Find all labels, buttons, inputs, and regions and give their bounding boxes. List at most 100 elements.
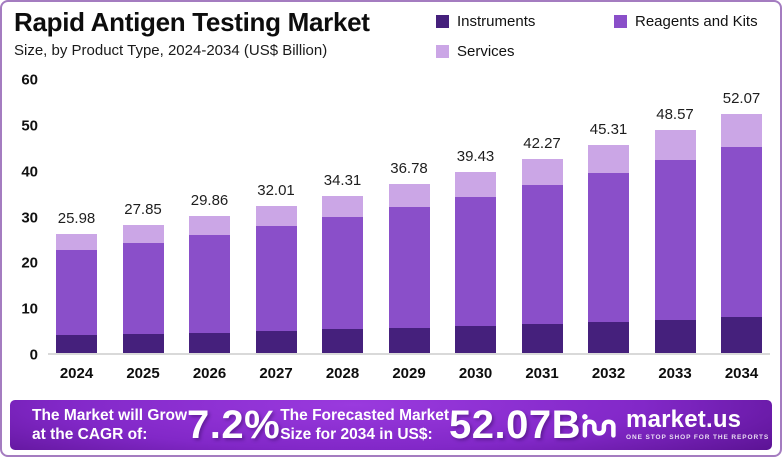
x-axis-label: 2025 bbox=[126, 365, 160, 382]
bar-segment-reagents-and-kits bbox=[322, 216, 363, 330]
bar-segment-reagents-and-kits bbox=[255, 226, 297, 331]
bar-segment-instruments bbox=[455, 325, 496, 353]
y-axis: 0 10 20 30 40 50 60 bbox=[0, 72, 44, 364]
bar-total-label: 39.43 bbox=[456, 148, 495, 166]
cagr-value: 7.2% bbox=[187, 402, 281, 447]
y-axis-label: 60 bbox=[21, 71, 38, 89]
bar-segment-services bbox=[388, 184, 430, 208]
brand-tagline: ONE STOP SHOP FOR THE REPORTS bbox=[626, 434, 770, 442]
bar-segment-reagents-and-kits bbox=[56, 249, 97, 336]
x-axis-label: 2024 bbox=[59, 365, 94, 382]
page-title: Rapid Antigen Testing Market bbox=[14, 7, 370, 37]
bar-stack bbox=[721, 114, 762, 353]
bar-stack bbox=[122, 225, 164, 353]
bar-segment-reagents-and-kits bbox=[654, 160, 696, 320]
bar-segment-reagents-and-kits bbox=[455, 196, 496, 326]
bar-total-label: 25.98 bbox=[57, 209, 96, 227]
header: Rapid Antigen Testing Market Size, by Pr… bbox=[14, 7, 370, 59]
cagr-caption-line2: at the CAGR of: bbox=[32, 426, 148, 443]
legend-item-instruments: Instruments bbox=[436, 13, 614, 30]
bar-stack bbox=[255, 206, 297, 353]
bar-column-2025: 27.85 2025 bbox=[122, 80, 164, 382]
bar-column-2032: 45.31 2032 bbox=[588, 80, 629, 382]
bar-total-label: 48.57 bbox=[656, 106, 694, 124]
legend-swatch-instruments-icon bbox=[436, 15, 449, 28]
bar-total-label: 27.85 bbox=[124, 201, 162, 219]
bar-segment-reagents-and-kits bbox=[521, 185, 563, 324]
bar-segment-instruments bbox=[255, 331, 297, 353]
legend-item-services: Services bbox=[436, 43, 614, 60]
bar-total-label: 32.01 bbox=[257, 182, 295, 200]
bar-total-label: 34.31 bbox=[323, 171, 362, 189]
cagr-banner: The Market will Grow at the CAGR of: 7.2… bbox=[10, 400, 772, 450]
legend-label: Reagents and Kits bbox=[635, 13, 758, 30]
x-axis-label: 2033 bbox=[658, 365, 692, 382]
bar-column-2030: 39.43 2030 bbox=[455, 80, 496, 382]
bar-segment-services bbox=[122, 225, 164, 243]
legend-swatch-reagents-icon bbox=[614, 15, 627, 28]
y-axis-label: 40 bbox=[21, 163, 38, 181]
bar-segment-services bbox=[322, 195, 363, 217]
brand-name: market.us bbox=[626, 406, 742, 434]
bar-total-label: 42.27 bbox=[523, 135, 561, 153]
y-axis-label: 30 bbox=[21, 209, 38, 226]
y-axis-label: 10 bbox=[21, 300, 38, 318]
bar-segment-instruments bbox=[521, 323, 563, 353]
forecast-caption-line2: Size for 2034 in US$: bbox=[280, 426, 433, 443]
y-axis-label: 0 bbox=[29, 346, 38, 364]
bar-column-2027: 32.01 2027 bbox=[255, 80, 297, 382]
x-axis-label: 2034 bbox=[724, 365, 759, 382]
bar-stack bbox=[56, 233, 97, 353]
bar-column-2024: 25.98 2024 bbox=[56, 80, 97, 382]
market-us-squiggle-icon bbox=[582, 414, 616, 438]
bar-segment-instruments bbox=[122, 333, 164, 353]
bar-column-2033: 48.57 2033 bbox=[654, 80, 696, 382]
bar-total-label: 52.07 bbox=[722, 90, 761, 108]
bar-segment-instruments bbox=[654, 319, 696, 353]
x-axis-label: 2029 bbox=[392, 365, 426, 382]
bar-segment-reagents-and-kits bbox=[122, 242, 164, 334]
bar-total-label: 45.31 bbox=[589, 121, 628, 139]
bar-segment-reagents-and-kits bbox=[388, 207, 430, 328]
bar-total-label: 36.78 bbox=[390, 160, 428, 178]
forecast-caption: The Forecasted Market Size for 2034 in U… bbox=[280, 406, 449, 445]
forecast-caption-line1: The Forecasted Market bbox=[280, 406, 450, 424]
page-subtitle: Size, by Product Type, 2024-2034 (US$ Bi… bbox=[14, 41, 328, 59]
chart-legend: Instruments Reagents and Kits Services bbox=[436, 13, 758, 60]
bar-column-2029: 36.78 2029 bbox=[388, 80, 430, 382]
y-axis-label: 50 bbox=[21, 117, 38, 135]
cagr-caption-line1: The Market will Grow bbox=[32, 406, 188, 424]
y-axis-label: 20 bbox=[21, 254, 38, 272]
bar-total-label: 29.86 bbox=[190, 192, 229, 210]
legend-label: Services bbox=[457, 43, 515, 60]
bar-stack bbox=[654, 130, 696, 353]
bar-segment-instruments bbox=[721, 317, 762, 353]
x-axis-label: 2027 bbox=[259, 365, 293, 382]
x-axis-label: 2028 bbox=[325, 365, 360, 382]
legend-label: Instruments bbox=[457, 13, 536, 30]
bar-segment-instruments bbox=[322, 329, 363, 353]
bar-segment-services bbox=[588, 145, 629, 174]
cagr-caption: The Market will Grow at the CAGR of: bbox=[32, 406, 187, 445]
bar-segment-services bbox=[56, 233, 97, 250]
bar-stack bbox=[588, 145, 629, 353]
bar-segment-services bbox=[189, 216, 230, 235]
bar-stack bbox=[521, 159, 563, 353]
bar-segment-instruments bbox=[56, 335, 97, 353]
plot-area: 25.98 2024 27.85 2025 29.86 2026 32.01 2027 34.3… bbox=[48, 80, 770, 382]
bar-stack bbox=[189, 216, 230, 353]
forecast-value: 52.07B bbox=[449, 402, 582, 447]
bar-column-2031: 42.27 2031 bbox=[521, 80, 563, 382]
bar-segment-services bbox=[455, 172, 496, 197]
bar-column-2026: 29.86 2026 bbox=[189, 80, 230, 382]
bar-segment-reagents-and-kits bbox=[721, 146, 762, 318]
bar-segment-services bbox=[521, 159, 563, 186]
x-axis-label: 2031 bbox=[525, 365, 559, 382]
bar-segment-services bbox=[654, 130, 696, 161]
legend-swatch-services-icon bbox=[436, 45, 449, 58]
bar-segment-reagents-and-kits bbox=[189, 234, 230, 333]
brand-text-block: market.us ONE STOP SHOP FOR THE REPORTS bbox=[626, 408, 769, 442]
x-axis-label: 2030 bbox=[458, 365, 493, 382]
legend-item-reagents-and-kits: Reagents and Kits bbox=[614, 13, 758, 30]
